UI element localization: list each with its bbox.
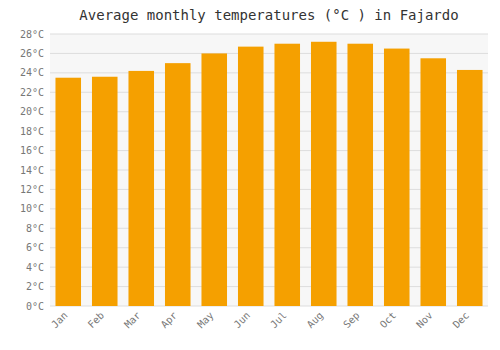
x-tick-label: Dec	[451, 310, 472, 331]
y-tick-label: 18°C	[20, 126, 44, 137]
bar	[165, 63, 191, 306]
x-tick-label: Oct	[378, 310, 399, 331]
x-tick-label: Jul	[268, 310, 289, 331]
plot-background	[50, 34, 488, 306]
y-tick-label: 26°C	[20, 48, 44, 59]
x-tick-label: Nov	[414, 310, 435, 331]
x-tick-label: Mar	[122, 310, 143, 331]
title: Average monthly temperatures (°C ) in Fa…	[79, 7, 458, 23]
bar	[238, 47, 264, 306]
bar	[420, 58, 446, 306]
grid-line	[50, 34, 488, 35]
bar	[457, 70, 483, 306]
y-axis: 0°C 2°C 4°C 6°C 8°C 10°C 12°C 14°C 16°C 18°C 20°C 2…	[20, 29, 44, 312]
y-tick-label: 20°C	[20, 106, 44, 117]
y-tick-label: 28°C	[20, 29, 44, 40]
x-tick-label: Jun	[232, 310, 253, 331]
y-tick-label: 12°C	[20, 184, 44, 195]
x-tick-label: Sep	[341, 310, 362, 331]
bar	[92, 77, 118, 306]
y-tick-label: 6°C	[26, 242, 44, 253]
x-tick-label: Feb	[86, 310, 107, 331]
bar	[347, 44, 373, 306]
x-tick-label: Aug	[305, 310, 326, 331]
chart-container: Average monthly temperatures (°C ) in Fa…	[0, 0, 500, 350]
y-tick-label: 4°C	[26, 262, 44, 273]
y-tick-label: 0°C	[26, 301, 44, 312]
bar	[311, 42, 337, 306]
chart: Average monthly temperatures (°C ) in Fa…	[0, 0, 500, 350]
x-tick-label: Apr	[159, 310, 180, 331]
bar	[384, 49, 410, 306]
grid-line	[50, 53, 488, 54]
bar	[201, 53, 227, 306]
grid	[50, 34, 488, 306]
y-tick-label: 8°C	[26, 223, 44, 234]
x-axis: Jan Feb Mar Apr May Jun Jul Aug Sep Oct Nov Dec	[49, 310, 471, 331]
y-tick-label: 16°C	[20, 145, 44, 156]
y-tick-label: 22°C	[20, 87, 44, 98]
y-tick-label: 24°C	[20, 67, 44, 78]
x-tick-label: May	[195, 310, 216, 331]
x-tick-label: Jan	[49, 310, 70, 331]
bar	[55, 78, 81, 306]
bars	[55, 42, 482, 306]
y-tick-label: 2°C	[26, 281, 44, 292]
y-tick-label: 10°C	[20, 203, 44, 214]
bar	[274, 44, 300, 306]
y-tick-label: 14°C	[20, 165, 44, 176]
bar	[128, 71, 154, 306]
